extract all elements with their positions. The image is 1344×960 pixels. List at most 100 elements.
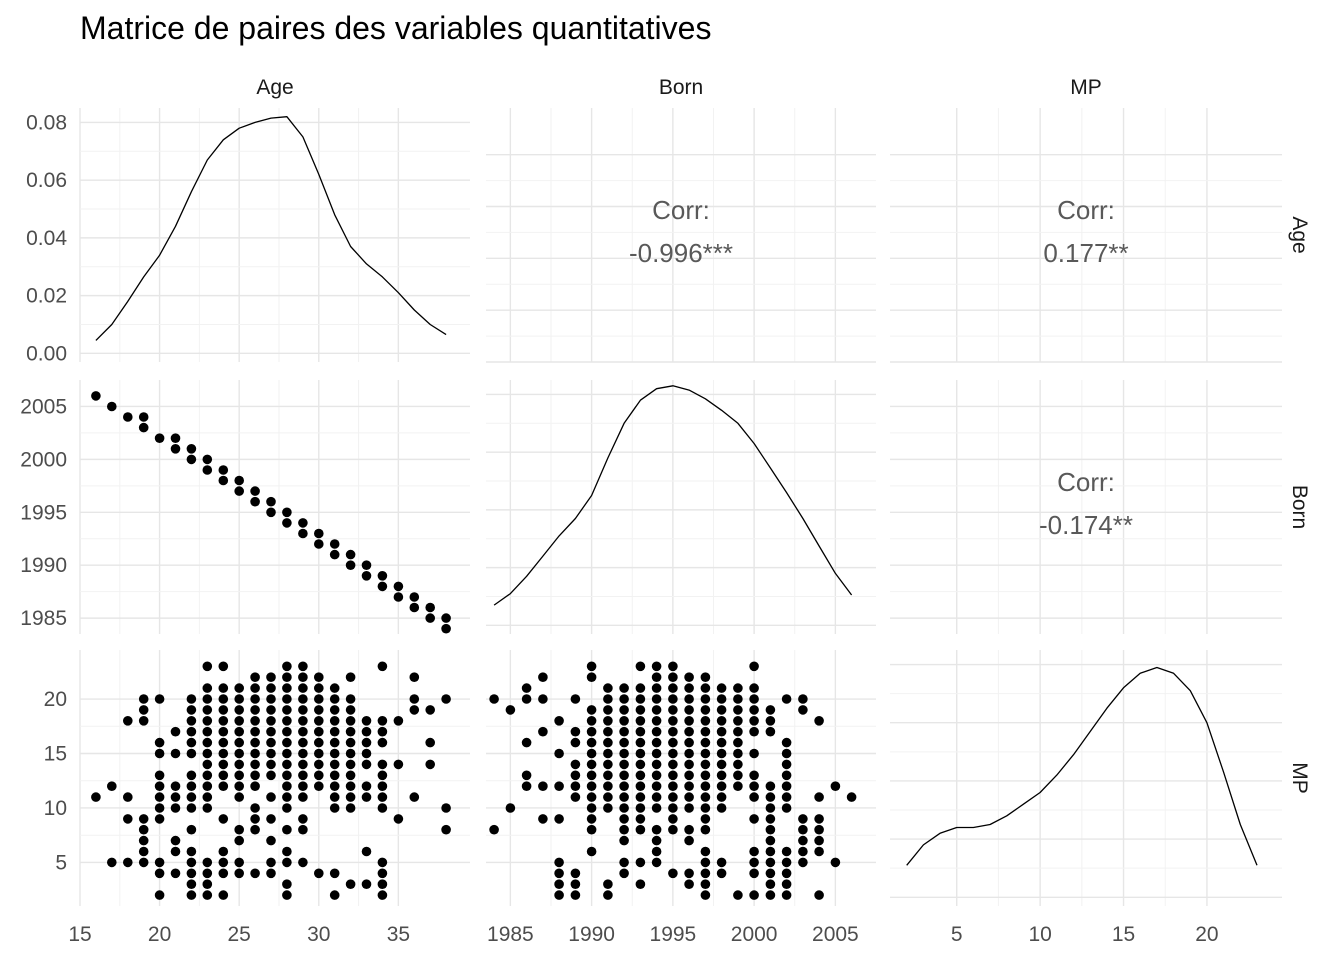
- scatter-point: [250, 781, 260, 791]
- y-tick-label: 0.06: [26, 169, 67, 192]
- scatter-point: [138, 412, 149, 422]
- scatter-point: [250, 737, 260, 748]
- scatter-point: [586, 781, 597, 791]
- scatter-point: [603, 683, 613, 693]
- scatter-point: [298, 683, 308, 693]
- scatter-point: [202, 770, 213, 781]
- correlation-value: -0.996***: [629, 238, 733, 268]
- scatter-point: [234, 683, 244, 693]
- scatter-point: [749, 683, 759, 693]
- scatter-point: [749, 705, 759, 715]
- scatter-point: [377, 716, 388, 726]
- scatter-point: [377, 792, 388, 802]
- scatter-point: [684, 824, 694, 835]
- scatter-point: [377, 661, 388, 672]
- scatter-point: [554, 868, 564, 879]
- scatter-point: [282, 803, 292, 813]
- scatter-point: [814, 846, 824, 857]
- y-tick-label: 1985: [20, 607, 67, 630]
- scatter-point: [733, 705, 743, 715]
- scatter-point: [218, 716, 229, 726]
- scatter-point: [684, 803, 694, 813]
- scatter-point: [425, 705, 436, 715]
- scatter-point: [668, 803, 678, 813]
- scatter-point: [361, 781, 372, 791]
- scatter-point: [234, 770, 244, 781]
- scatter-point: [266, 496, 276, 507]
- scatter-point: [329, 770, 340, 781]
- scatter-point: [154, 748, 165, 759]
- y-tick-label: 15: [44, 742, 67, 765]
- scatter-point: [765, 726, 776, 737]
- scatter-point: [377, 781, 388, 791]
- scatter-point: [586, 770, 597, 781]
- scatter-point: [218, 705, 229, 715]
- scatter-point: [282, 857, 292, 868]
- scatter-point: [521, 694, 532, 704]
- scatter-point: [684, 770, 694, 781]
- scatter-point: [298, 528, 308, 539]
- scatter-point: [218, 781, 229, 791]
- scatter-point: [716, 726, 727, 737]
- scatter-point: [521, 683, 532, 693]
- scatter-point: [619, 781, 629, 791]
- x-tick-label: 25: [228, 923, 251, 946]
- scatter-point: [635, 781, 646, 791]
- x-tick-label: 2000: [731, 923, 778, 946]
- scatter-point: [345, 803, 356, 813]
- scatter-point: [218, 890, 229, 900]
- scatter-point: [345, 748, 356, 759]
- scatter-point: [441, 694, 451, 704]
- scatter-point: [733, 770, 743, 781]
- scatter-point: [651, 716, 662, 726]
- scatter-point: [586, 726, 597, 737]
- scatter-point: [250, 759, 260, 770]
- scatter-point: [138, 694, 149, 704]
- scatter-point: [282, 824, 292, 835]
- scatter-point: [266, 672, 276, 682]
- scatter-point: [619, 737, 629, 748]
- scatter-point: [282, 672, 292, 682]
- scatter-point: [684, 868, 694, 879]
- scatter-point: [749, 792, 759, 802]
- scatter-point: [218, 759, 229, 770]
- scatter-point: [138, 422, 149, 433]
- scatter-point: [186, 737, 197, 748]
- scatter-point: [700, 846, 711, 857]
- scatter-point: [668, 672, 678, 682]
- scatter-point: [202, 890, 213, 900]
- scatter-point: [570, 737, 581, 748]
- scatter-point: [603, 726, 613, 737]
- scatter-point: [361, 716, 372, 726]
- scatter-point: [186, 705, 197, 715]
- scatter-point: [700, 694, 711, 704]
- scatter-point: [651, 737, 662, 748]
- scatter-point: [170, 846, 181, 857]
- scatter-point: [716, 792, 727, 802]
- scatter-point: [749, 814, 759, 824]
- scatter-point: [266, 737, 276, 748]
- scatter-point: [361, 792, 372, 802]
- scatter-point: [765, 879, 776, 889]
- scatter-point: [138, 716, 149, 726]
- scatter-point: [700, 781, 711, 791]
- scatter-point: [345, 879, 356, 889]
- scatter-point: [186, 770, 197, 781]
- scatter-point: [425, 737, 436, 748]
- scatter-point: [266, 835, 276, 846]
- scatter-point: [700, 748, 711, 759]
- scatter-point: [282, 748, 292, 759]
- scatter-point: [154, 433, 165, 444]
- density-curve-mp: [906, 666, 1258, 866]
- scatter-point: [218, 737, 229, 748]
- scatter-point: [170, 792, 181, 802]
- scatter-point: [733, 737, 743, 748]
- scatter-point: [282, 694, 292, 704]
- scatter-point: [684, 879, 694, 889]
- scatter-point: [314, 868, 324, 879]
- scatter-point: [377, 890, 388, 900]
- scatter-point: [798, 835, 808, 846]
- scatter-point: [123, 857, 133, 868]
- scatter-point: [282, 879, 292, 889]
- scatter-point: [266, 705, 276, 715]
